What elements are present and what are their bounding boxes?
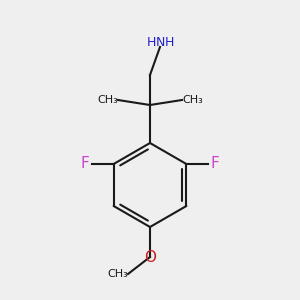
Text: N: N (155, 37, 165, 50)
Text: F: F (81, 157, 90, 172)
Text: CH₃: CH₃ (107, 269, 128, 279)
Text: O: O (144, 250, 156, 265)
Text: H: H (146, 37, 156, 50)
Text: H: H (164, 37, 174, 50)
Text: CH₃: CH₃ (97, 95, 118, 105)
Text: F: F (210, 157, 219, 172)
Text: CH₃: CH₃ (182, 95, 203, 105)
